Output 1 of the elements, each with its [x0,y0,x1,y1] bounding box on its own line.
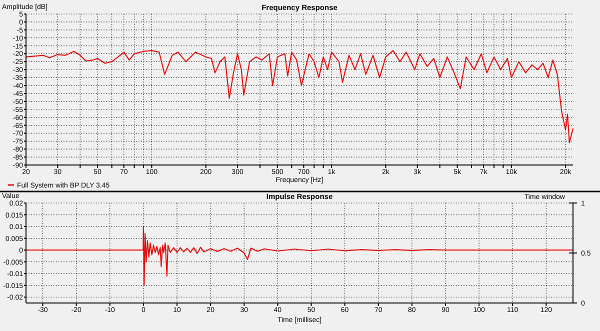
line-series [25,226,574,286]
